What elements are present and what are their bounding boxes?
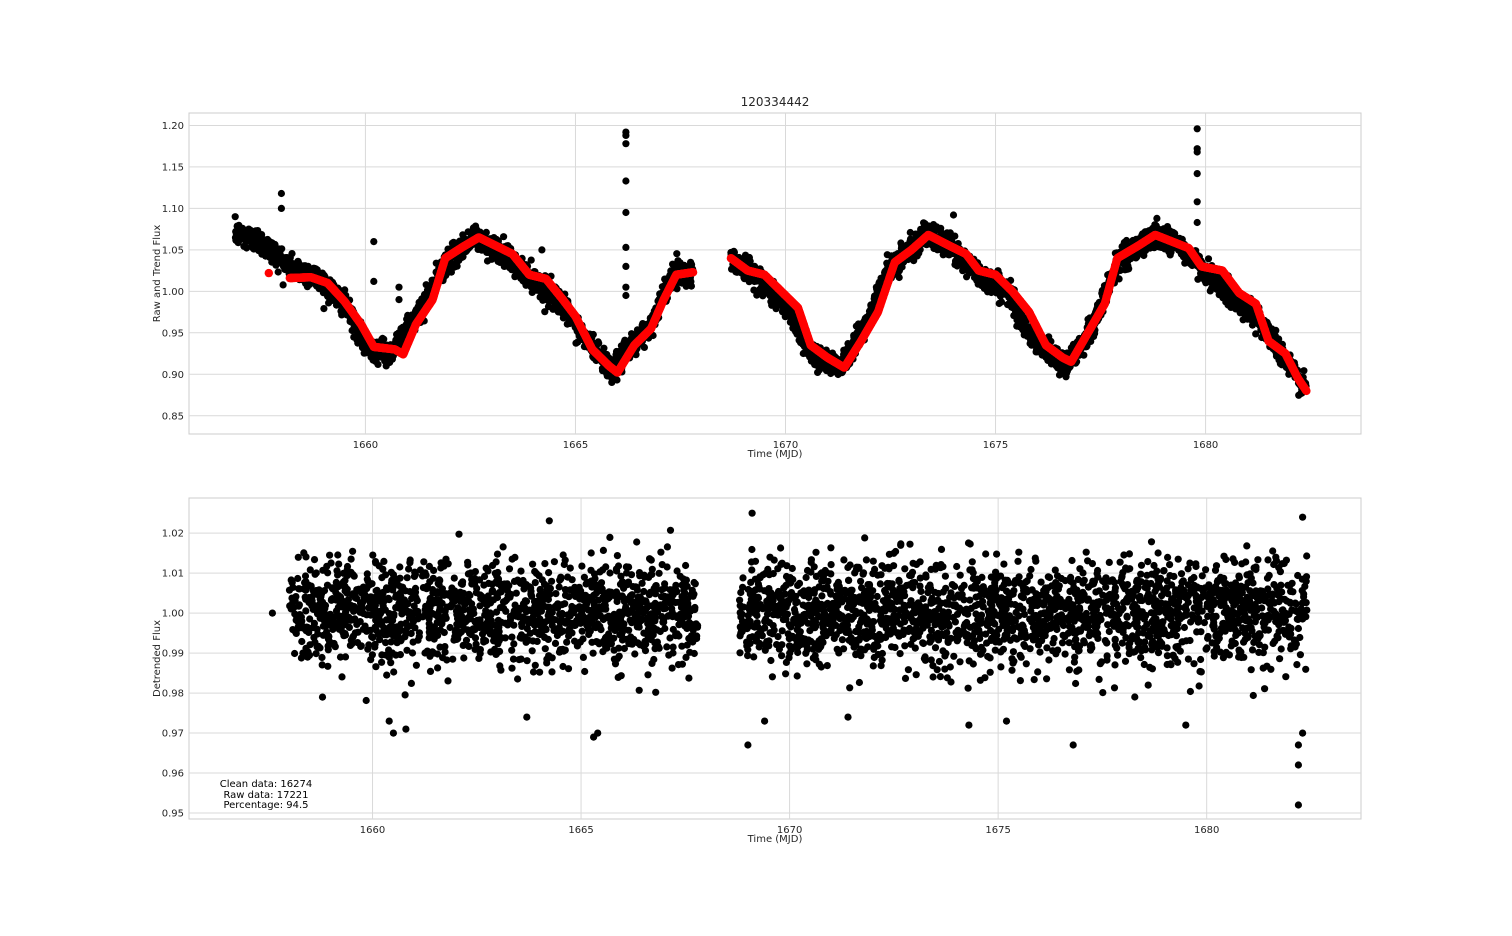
raw-flux-point — [500, 233, 508, 241]
raw-flux-outlier — [395, 296, 403, 304]
raw-flux-point — [673, 250, 681, 258]
raw-flux-point — [589, 330, 597, 339]
raw-flux-point — [673, 285, 681, 293]
raw-flux-point — [243, 244, 251, 252]
raw-flux-point — [640, 343, 649, 351]
raw-flux-point — [320, 305, 328, 313]
raw-flux-point — [278, 245, 286, 253]
raw-flux-outlier — [622, 262, 630, 270]
raw-flux-point — [937, 224, 945, 232]
raw-flux-plot-area — [188, 112, 1362, 435]
raw-flux-point — [613, 376, 621, 384]
raw-flux-point — [600, 344, 608, 352]
raw-flux-point — [527, 256, 535, 264]
raw-flux-outlier — [622, 140, 630, 148]
raw-flux-point — [341, 286, 349, 294]
raw-flux-outlier — [622, 131, 630, 139]
raw-flux-point — [374, 360, 382, 368]
raw-flux-point — [687, 282, 696, 290]
raw-flux-point — [951, 232, 959, 240]
raw-flux-point — [288, 250, 296, 258]
raw-flux-point — [1300, 367, 1308, 375]
trend-flux-point — [264, 268, 273, 278]
raw-flux-outlier — [1193, 148, 1201, 156]
raw-flux-outlier — [370, 277, 378, 285]
raw-flux-outlier — [949, 211, 958, 219]
raw-flux-point — [274, 268, 282, 276]
raw-flux-point — [380, 335, 388, 343]
raw-flux-outlier — [1193, 170, 1201, 178]
raw-flux-point — [1125, 265, 1133, 273]
raw-flux-outlier — [538, 246, 546, 254]
raw-flux-point — [1153, 214, 1161, 222]
raw-flux-outlier — [395, 283, 403, 291]
raw-flux-point — [1272, 326, 1280, 334]
raw-flux-outlier — [370, 238, 378, 246]
raw-flux-point — [1204, 255, 1213, 263]
raw-flux-point — [541, 308, 549, 316]
raw-flux-outlier — [622, 283, 630, 291]
raw-flux-outlier — [1193, 218, 1201, 227]
raw-flux-point — [595, 339, 603, 347]
raw-flux-point — [482, 228, 490, 236]
raw-flux-panel: 1660 1665 1670 1675 16800.850.900.951.001.05… — [152, 95, 1362, 460]
raw-flux-outlier — [1193, 198, 1201, 206]
raw-flux-outlier — [622, 177, 630, 185]
raw-flux-point — [231, 213, 239, 221]
raw-flux-outlier — [1193, 125, 1201, 133]
raw-flux-outlier — [277, 189, 285, 198]
raw-flux-point — [453, 262, 461, 270]
raw-flux-point — [279, 281, 287, 289]
raw-flux-outlier — [622, 243, 630, 251]
raw-flux-point — [895, 273, 903, 282]
raw-flux-outlier — [277, 204, 285, 212]
raw-flux-point — [759, 292, 767, 300]
raw-flux-outlier — [622, 291, 630, 300]
raw-flux-outlier — [622, 208, 630, 217]
